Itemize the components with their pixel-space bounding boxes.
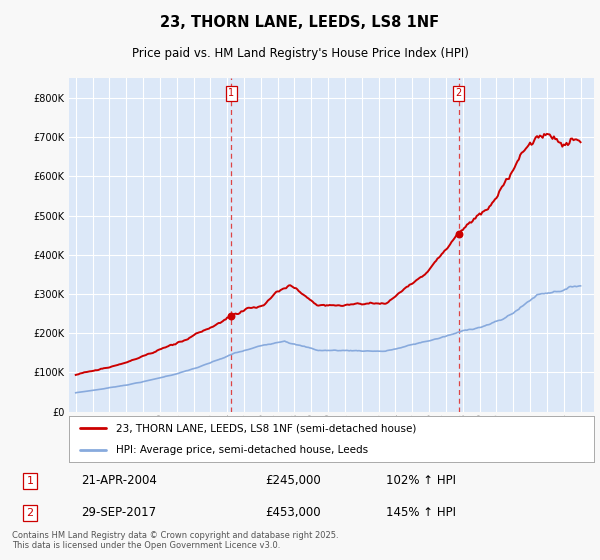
Text: 2: 2 [455, 88, 461, 99]
Text: HPI: Average price, semi-detached house, Leeds: HPI: Average price, semi-detached house,… [116, 445, 368, 455]
Text: 29-SEP-2017: 29-SEP-2017 [81, 506, 156, 519]
Text: £245,000: £245,000 [265, 474, 321, 487]
Text: 23, THORN LANE, LEEDS, LS8 1NF (semi-detached house): 23, THORN LANE, LEEDS, LS8 1NF (semi-det… [116, 423, 416, 433]
Text: 1: 1 [26, 476, 34, 486]
Text: 1: 1 [229, 88, 235, 99]
Text: £453,000: £453,000 [265, 506, 321, 519]
Text: Price paid vs. HM Land Registry's House Price Index (HPI): Price paid vs. HM Land Registry's House … [131, 48, 469, 60]
Text: 23, THORN LANE, LEEDS, LS8 1NF: 23, THORN LANE, LEEDS, LS8 1NF [160, 15, 440, 30]
Point [454, 230, 463, 239]
Text: 145% ↑ HPI: 145% ↑ HPI [386, 506, 457, 519]
Text: 2: 2 [26, 508, 34, 517]
Text: Contains HM Land Registry data © Crown copyright and database right 2025.
This d: Contains HM Land Registry data © Crown c… [12, 531, 338, 550]
Point [227, 311, 236, 320]
Text: 21-APR-2004: 21-APR-2004 [81, 474, 157, 487]
Text: 102% ↑ HPI: 102% ↑ HPI [386, 474, 457, 487]
